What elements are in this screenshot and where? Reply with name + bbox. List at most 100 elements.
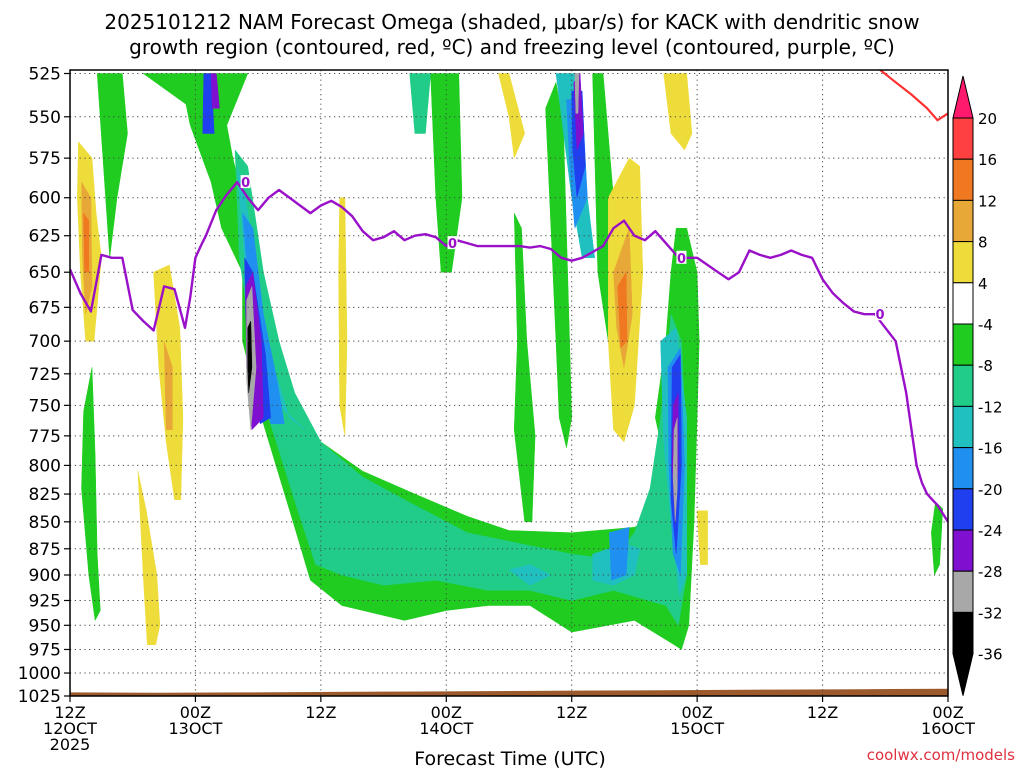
colorbar-label: -24: [978, 522, 1003, 540]
y-tick-label: 600: [29, 189, 61, 209]
colorbar-cell: [952, 570, 974, 613]
colorbar-label: -20: [978, 481, 1003, 499]
y-tick-label: 525: [29, 65, 61, 85]
colorbar-cell: [952, 241, 974, 284]
colorbar-label: 20: [978, 110, 997, 128]
colorbar-cell: [952, 405, 974, 449]
y-tick-label: 975: [29, 640, 61, 660]
y-tick-label: 550: [29, 108, 61, 128]
y-tick-label: 1000: [18, 664, 61, 684]
y-tick-label: 625: [29, 227, 61, 247]
x-tick-label: 15OCT: [670, 719, 724, 738]
y-tick-label: 925: [29, 591, 61, 611]
colorbar-label: 4: [978, 275, 988, 293]
colorbar-label: -36: [978, 646, 1003, 664]
x-tick-label: 00Z: [180, 703, 211, 722]
chart-title-line2: growth region (contoured, red, ºC) and f…: [129, 35, 895, 59]
y-tick-label: 750: [29, 396, 61, 416]
omega-region-36: [338, 197, 348, 436]
colorbar-label: 12: [978, 192, 997, 210]
y-tick-label: 1025: [18, 687, 61, 707]
x-tick-label: 00Z: [932, 703, 963, 722]
colorbar-cell: [952, 611, 974, 655]
freezing-level-label: 0: [876, 308, 885, 323]
y-tick-label: 800: [29, 456, 61, 476]
y-tick-label: 650: [29, 263, 61, 283]
omega-region-6: [545, 81, 572, 448]
contour-label-bg: [875, 307, 886, 321]
colorbar-cell: [952, 488, 974, 531]
x-tick-label: 13OCT: [168, 719, 222, 738]
omega-region-8: [931, 501, 944, 576]
y-tick-label: 825: [29, 485, 61, 505]
freezing-level-label: 0: [448, 237, 457, 252]
plot-frame: [69, 69, 949, 697]
contour-label-bg: [676, 250, 687, 264]
colorbar-label: -16: [978, 440, 1003, 458]
colorbar: 20 16 12 8 4 -4 -8 -12 -16 -20 -24 -28 -32 -36: [952, 75, 1003, 696]
x-tick-label: 12OCT: [43, 719, 97, 738]
freezing-level-label: 0: [241, 176, 250, 191]
x-tick-label: 2025: [50, 735, 91, 754]
x-tick-label: 14OCT: [419, 719, 473, 738]
credit-text: coolwx.com/models: [867, 746, 1015, 764]
omega-region-3: [81, 367, 101, 622]
contour-label-bg: [240, 175, 251, 189]
colorbar-cell: [952, 447, 974, 490]
y-tick-label: 700: [29, 332, 61, 352]
y-tick-label: 875: [29, 540, 61, 560]
colorbar-label: -4: [978, 316, 993, 334]
x-axis-label: Forecast Time (UTC): [414, 748, 605, 768]
below-ground-area: [70, 688, 948, 696]
x-tick-label: 00Z: [431, 703, 462, 722]
y-axis: 525 550 575 600 625 650 675 700 725 750 775 800 825 8…: [18, 65, 70, 707]
colorbar-label: -8: [978, 357, 993, 375]
y-tick-label: 900: [29, 566, 61, 586]
colorbar-cell: [952, 199, 974, 243]
y-tick-label: 775: [29, 427, 61, 447]
chart-title-line1: 2025101212 NAM Forecast Omega (shaded, μ…: [104, 10, 919, 34]
colorbar-label: 8: [978, 234, 988, 252]
colorbar-label: -28: [978, 563, 1003, 581]
x-tick-label: 12Z: [807, 703, 838, 722]
omega-region-19: [609, 526, 630, 581]
colorbar-cell: [952, 364, 974, 407]
grid-layer: [70, 70, 948, 696]
colorbar-cell: [952, 282, 974, 325]
freezing-level-label: 0: [677, 252, 686, 267]
x-tick-label: 12Z: [54, 703, 85, 722]
omega-region-33: [137, 471, 161, 645]
y-tick-label: 575: [29, 149, 61, 169]
omega-region-29: [574, 73, 580, 114]
y-tick-label: 675: [29, 298, 61, 318]
x-tick-label: 12Z: [305, 703, 336, 722]
omega-region-9: [409, 73, 431, 134]
colorbar-cell: [952, 117, 974, 160]
colorbar-bottom-arrow: [952, 653, 974, 696]
contour-label-bg: [447, 236, 458, 250]
ground-layer: [70, 688, 948, 696]
omega-region-39: [696, 510, 708, 565]
x-tick-label: 12Z: [556, 703, 587, 722]
colorbar-label: -32: [978, 604, 1003, 622]
colorbar-label: -12: [978, 398, 1003, 416]
omega-region-38: [663, 73, 693, 151]
x-tick-label: 16OCT: [921, 719, 975, 738]
y-tick-label: 725: [29, 365, 61, 385]
dendritic-growth-contour: [879, 70, 948, 122]
colorbar-label: 16: [978, 151, 997, 169]
omega-region-30: [672, 417, 678, 522]
x-tick-label: 00Z: [681, 703, 712, 722]
omega-region-43: [83, 212, 90, 273]
colorbar-cell: [952, 529, 974, 572]
y-tick-label: 950: [29, 616, 61, 636]
colorbar-cell: [952, 323, 974, 366]
omega-region-41: [163, 341, 173, 431]
omega-region-31: [247, 320, 253, 393]
freezing-level-contour: [70, 180, 948, 523]
contour-layer: 0 0 0 0: [70, 70, 948, 523]
y-tick-label: 850: [29, 513, 61, 533]
colorbar-cell: [952, 158, 974, 201]
